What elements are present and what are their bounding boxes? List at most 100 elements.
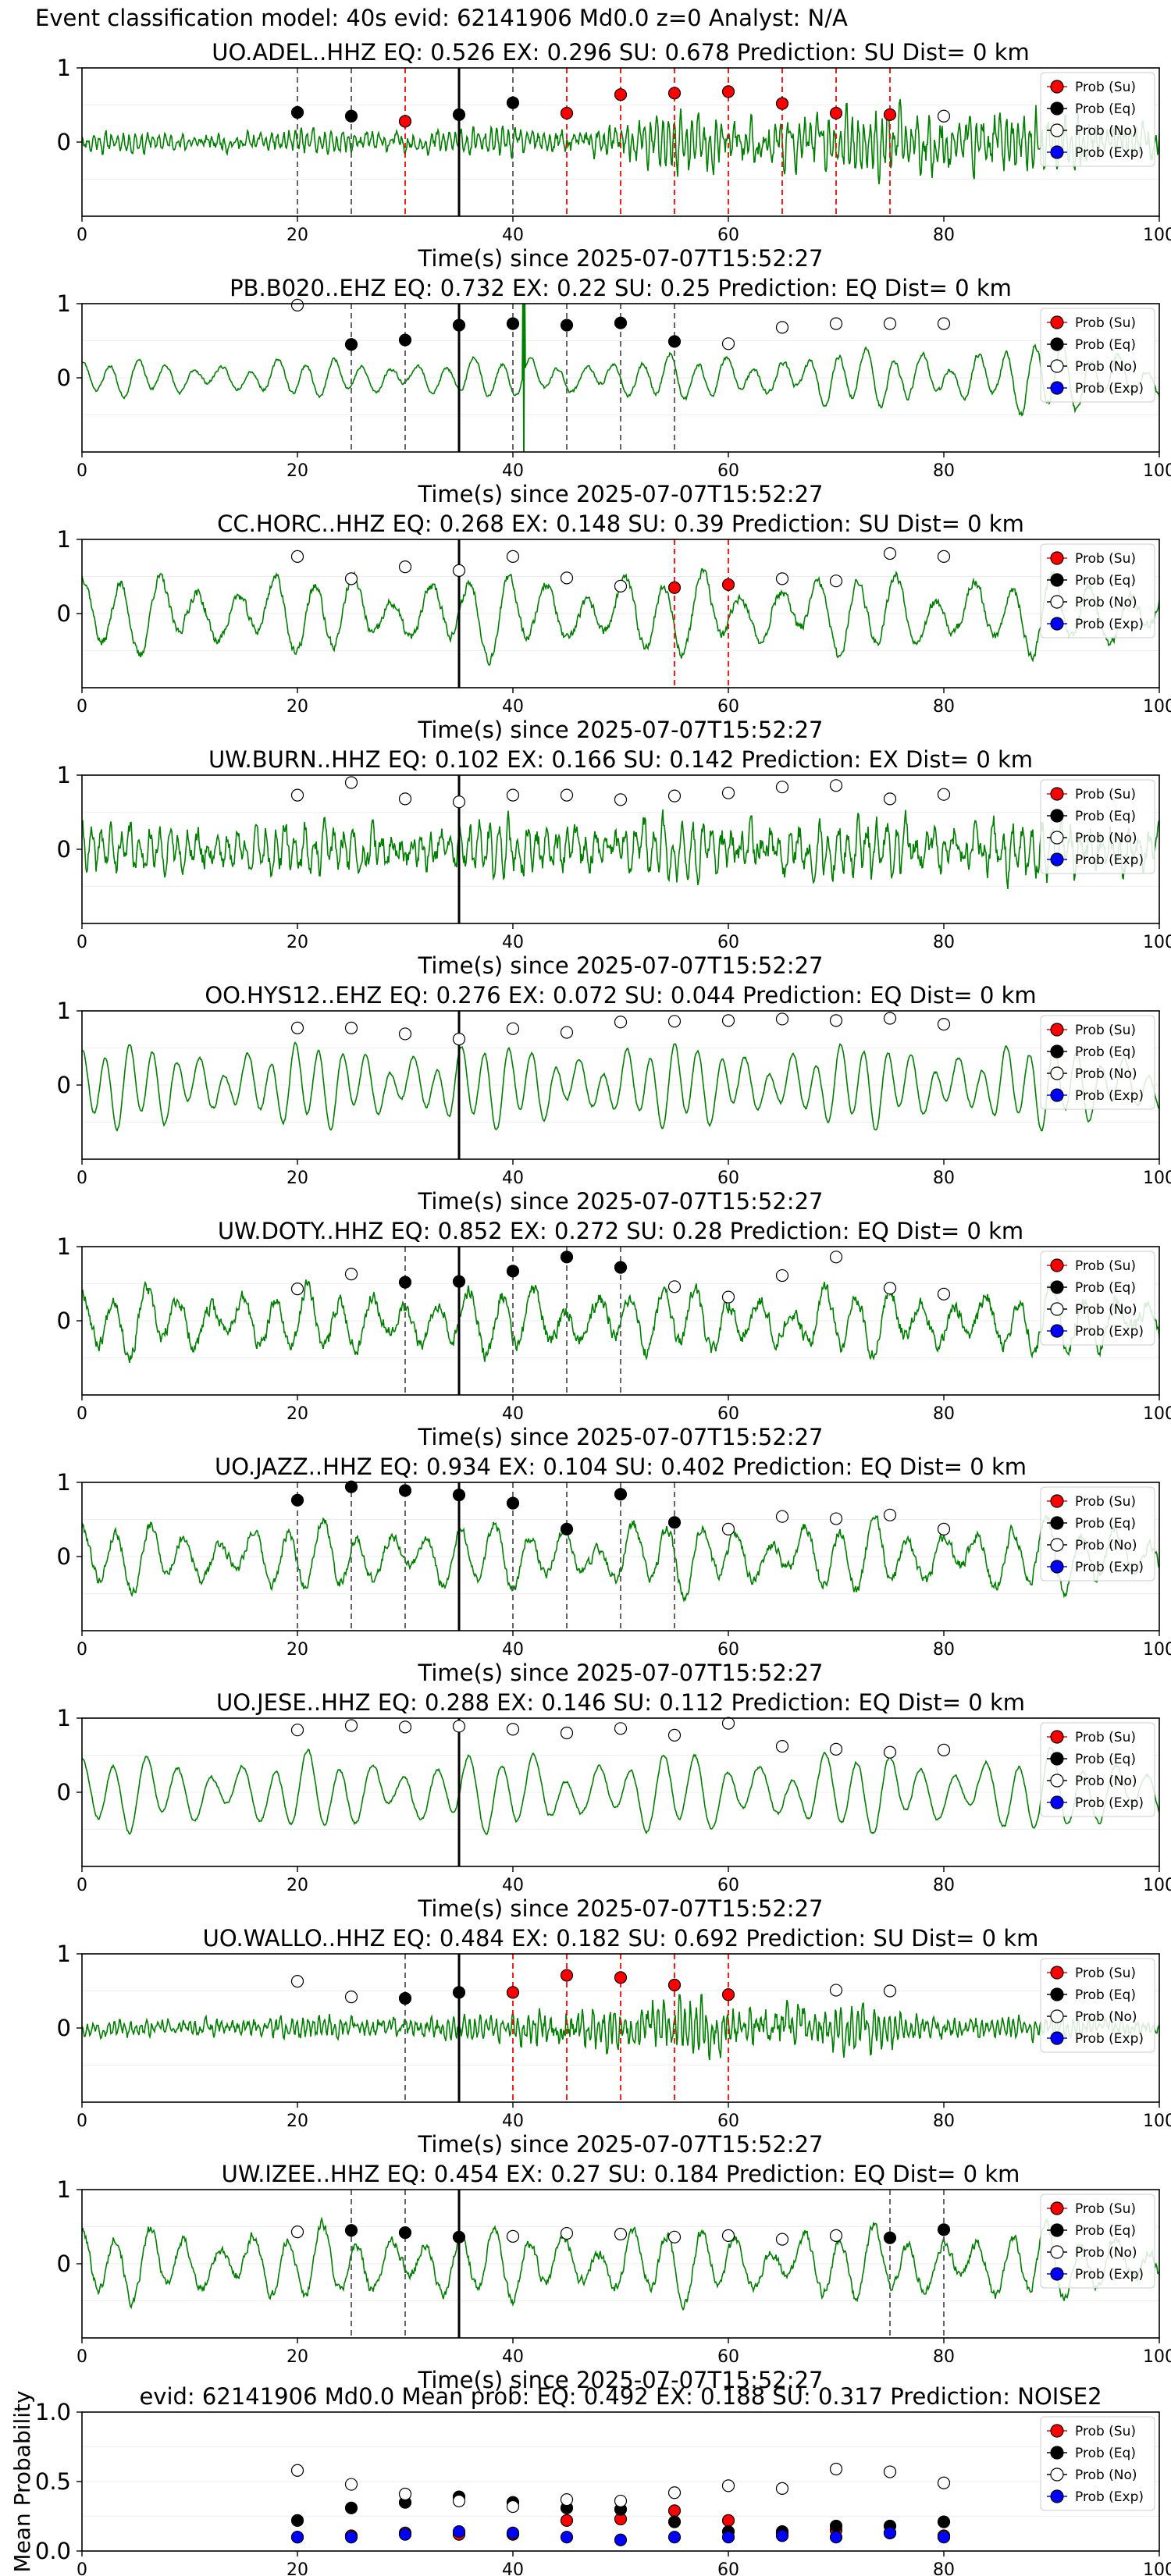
legend-label: Prob (Eq)	[1075, 809, 1136, 824]
prob-point	[667, 87, 682, 100]
y-tick-label: 0	[57, 836, 71, 863]
mean-prob-point	[344, 2531, 358, 2544]
legend-marker	[1050, 315, 1064, 329]
prob-point	[452, 1986, 466, 1999]
mean-prob-point	[667, 2515, 682, 2528]
x-tick-label: 80	[933, 2560, 955, 2576]
legend-label: Prob (No)	[1075, 831, 1137, 846]
prob-point	[721, 578, 735, 592]
legend: Prob (Su) Prob (Eq) Prob (No) Prob (Exp)	[1040, 1958, 1155, 2053]
legend-label: Prob (Exp)	[1075, 852, 1144, 868]
legend-box	[1040, 1722, 1155, 1817]
x-tick-label: 20	[287, 2347, 308, 2367]
x-axis-label: Time(s) since 2025-07-07T15:52:27	[418, 1424, 824, 1450]
legend-marker	[1050, 551, 1064, 565]
legend-label: Prob (No)	[1075, 1538, 1137, 1553]
legend: Prob (Su) Prob (Eq) Prob (No) Prob (Exp)	[1040, 1486, 1155, 1582]
figure-title: Event classification model: 40s evid: 62…	[35, 5, 848, 31]
x-tick-label: 20	[287, 2112, 308, 2131]
x-tick-label: 40	[502, 1169, 524, 1188]
panel-title: UW.BURN..HHZ EQ: 0.102 EX: 0.166 SU: 0.1…	[208, 746, 1033, 773]
panel-title: CC.HORC..HHZ EQ: 0.268 EX: 0.148 SU: 0.3…	[217, 511, 1024, 537]
prob-point	[829, 1742, 843, 1756]
legend-marker	[1050, 831, 1064, 845]
waveform-trace	[82, 2216, 1159, 2311]
prob-point	[775, 1268, 789, 1283]
legend-box	[1040, 1015, 1155, 1110]
legend-marker	[1050, 1280, 1064, 1294]
prob-point	[829, 575, 843, 588]
chart-panel: PB.B020..EHZ EQ: 0.732 EX: 0.22 SU: 0.25…	[57, 275, 1171, 507]
x-tick-label: 100	[1143, 1169, 1171, 1188]
prob-point	[775, 97, 789, 110]
legend-label: Prob (No)	[1075, 1066, 1137, 1082]
panel-title: UW.DOTY..HHZ EQ: 0.852 EX: 0.272 SU: 0.2…	[218, 1218, 1023, 1244]
legend-marker	[1050, 1258, 1064, 1272]
x-axis-label: Time(s) since 2025-07-07T15:52:27	[418, 1660, 824, 1686]
prob-point	[721, 1988, 735, 2001]
prob-point	[344, 338, 358, 351]
prob-point	[667, 335, 682, 348]
prob-point	[506, 1986, 520, 1999]
chart-panel: UW.DOTY..HHZ EQ: 0.852 EX: 0.272 SU: 0.2…	[57, 1218, 1171, 1450]
x-tick-label: 100	[1143, 933, 1171, 952]
chart-panel: evid: 62141906 Md0.0 Mean prob: EQ: 0.49…	[9, 2383, 1171, 2576]
legend-label: Prob (Su)	[1075, 1023, 1136, 1038]
prob-point	[290, 2226, 304, 2239]
chart-panel: UO.JAZZ..HHZ EQ: 0.934 EX: 0.104 SU: 0.4…	[57, 1453, 1171, 1686]
mean-prob-point	[775, 2482, 789, 2495]
prob-point	[721, 2229, 735, 2242]
prob-point	[290, 1975, 304, 1988]
prob-point	[721, 1522, 735, 1535]
plot-area	[82, 1954, 1159, 2102]
legend-label: Prob (Eq)	[1075, 1044, 1136, 1060]
prob-point	[560, 2226, 574, 2240]
legend-marker	[1050, 145, 1064, 159]
legend: Prob (Su) Prob (Eq) Prob (No) Prob (Exp)	[1040, 779, 1155, 874]
mean-prob-point	[829, 2519, 843, 2533]
legend-label: Prob (Eq)	[1075, 101, 1136, 117]
x-tick-label: 80	[933, 933, 955, 952]
prob-point	[398, 1027, 412, 1041]
x-tick-label: 60	[717, 933, 739, 952]
legend-label: Prob (Exp)	[1075, 2489, 1144, 2505]
x-tick-label: 20	[287, 2560, 308, 2576]
waveform-trace	[82, 1041, 1159, 1132]
x-tick-label: 80	[933, 226, 955, 245]
mean-prob-point	[344, 2478, 358, 2491]
legend-label: Prob (Su)	[1075, 80, 1136, 95]
legend-label: Prob (Exp)	[1075, 1795, 1144, 1811]
mean-prob-point	[398, 2487, 412, 2501]
legend-marker	[1050, 381, 1064, 395]
prob-point	[452, 1275, 466, 1288]
y-tick-label: 1	[57, 1233, 71, 1260]
x-tick-label: 20	[287, 1404, 308, 1424]
x-tick-label: 0	[77, 1169, 87, 1188]
y-tick-label: 0	[57, 1543, 71, 1570]
legend: Prob (Su) Prob (Eq) Prob (No) Prob (Exp)	[1040, 543, 1155, 639]
legend-marker	[1050, 1066, 1064, 1080]
legend-marker	[1050, 1987, 1064, 2001]
x-tick-label: 40	[502, 461, 524, 481]
x-tick-label: 40	[502, 2112, 524, 2131]
legend-label: Prob (Su)	[1075, 1966, 1136, 1981]
x-axis-label: Time(s) since 2025-07-07T15:52:27	[418, 2131, 824, 2158]
mean-prob-point	[721, 2531, 735, 2544]
mean-prob-point	[560, 2493, 574, 2507]
x-tick-label: 40	[502, 1876, 524, 1895]
prob-point	[721, 85, 735, 98]
x-tick-label: 0	[77, 2560, 87, 2576]
legend-marker	[1050, 2031, 1064, 2045]
waveform-trace	[82, 1993, 1159, 2061]
x-tick-label: 60	[717, 2112, 739, 2131]
prob-point	[667, 581, 682, 594]
legend-marker	[1050, 1494, 1064, 1508]
x-tick-label: 0	[77, 226, 87, 245]
prob-point	[614, 1971, 628, 1984]
panel-title: UO.WALLO..HHZ EQ: 0.484 EX: 0.182 SU: 0.…	[203, 1925, 1039, 1952]
mean-prob-point	[452, 2524, 466, 2539]
x-tick-label: 40	[502, 2560, 524, 2576]
x-tick-label: 100	[1143, 2347, 1171, 2367]
legend-label: Prob (Su)	[1075, 315, 1136, 331]
